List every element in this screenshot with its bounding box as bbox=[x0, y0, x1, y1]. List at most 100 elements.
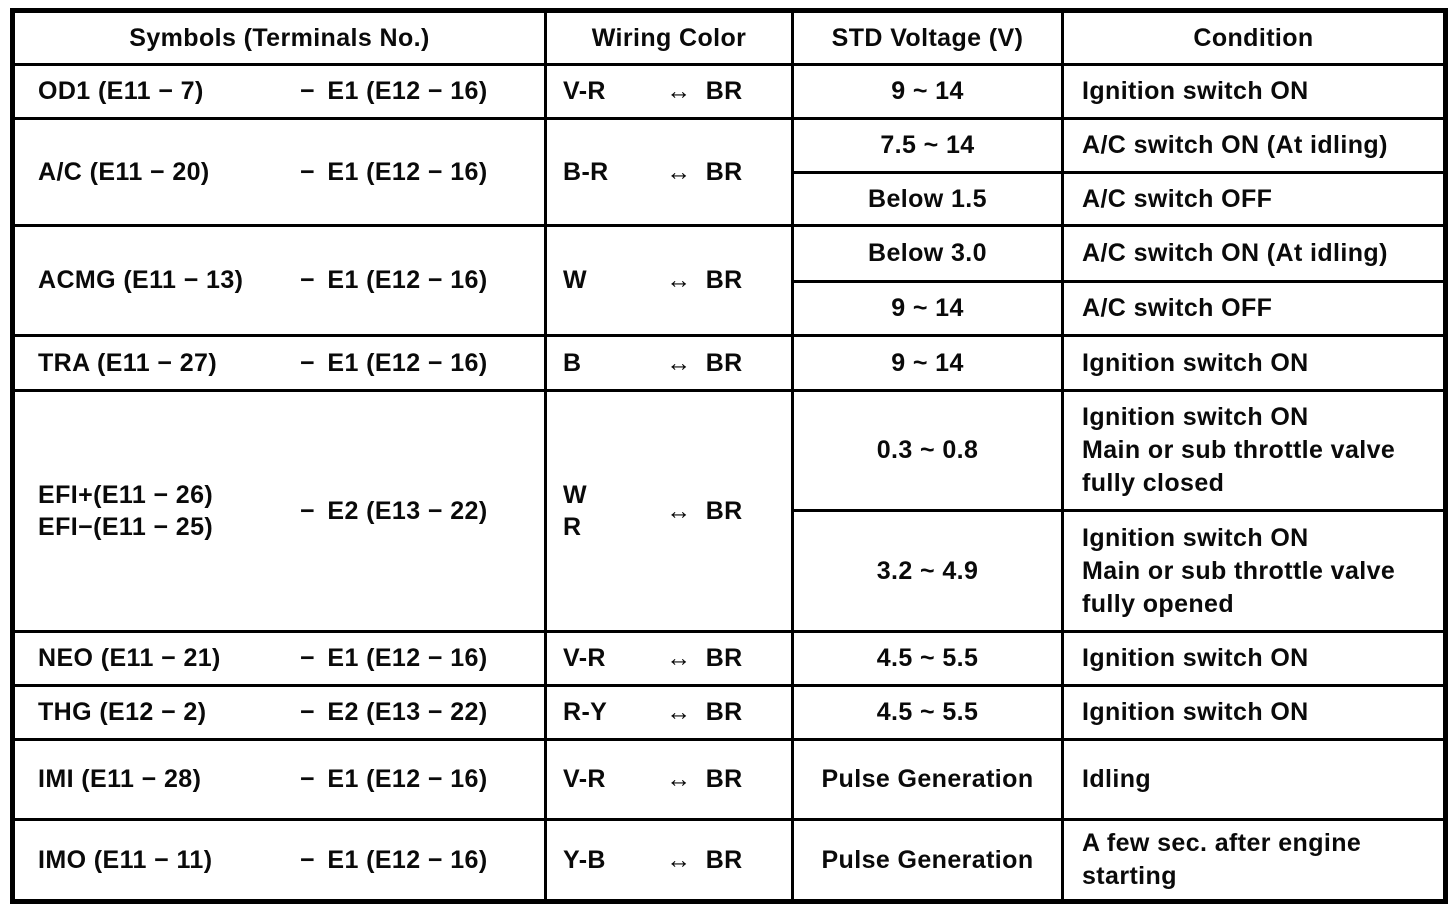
condition-cell: Ignition switch ON bbox=[1061, 63, 1447, 120]
terminal-right: E2 (E13 − 22) bbox=[327, 496, 488, 525]
voltage-cell: 9 ~ 14 bbox=[791, 280, 1064, 337]
voltage-cell: 4.5 ~ 5.5 bbox=[791, 684, 1064, 741]
terminal-pair: ACMG (E11 − 13) − E1 (E12 − 16) bbox=[16, 264, 543, 297]
terminal-right: E1 (E12 − 16) bbox=[327, 348, 488, 377]
wire-pair: W ↔ BR bbox=[549, 264, 790, 297]
bidirectional-arrow-icon: ↔ bbox=[666, 348, 692, 377]
wire-pair: V-R ↔ BR bbox=[549, 763, 790, 796]
voltage-cell: Pulse Generation bbox=[791, 818, 1064, 903]
header-wiring-color: Wiring Color bbox=[544, 9, 794, 66]
bidirectional-arrow-icon: ↔ bbox=[666, 496, 692, 525]
terminal-pair: THG (E12 − 2) − E2 (E13 − 22) bbox=[16, 696, 543, 729]
table-row: IMO (E11 − 11) − E1 (E12 − 16) Y-B ↔ BR … bbox=[11, 818, 1447, 903]
symbols-cell: A/C (E11 − 20) − E1 (E12 − 16) bbox=[11, 117, 547, 227]
bidirectional-arrow-icon: ↔ bbox=[666, 845, 692, 874]
symbols-cell: IMO (E11 − 11) − E1 (E12 − 16) bbox=[11, 818, 547, 903]
table-subrow: 9 ~ 14 A/C switch OFF bbox=[13, 280, 1447, 337]
header-std-voltage: STD Voltage (V) bbox=[791, 9, 1064, 66]
symbols-cell: TRA (E11 − 27) − E1 (E12 − 16) bbox=[11, 334, 547, 392]
wiring-color-cell: B-R ↔ BR bbox=[544, 117, 794, 227]
table-row: IMI (E11 − 28) − E1 (E12 − 16) V-R ↔ BR … bbox=[11, 738, 1447, 821]
terminal-right: E1 (E12 − 16) bbox=[327, 644, 488, 672]
condition-cell: Ignition switch ON bbox=[1061, 684, 1447, 741]
voltage-cell: 7.5 ~ 14 bbox=[791, 117, 1064, 174]
terminal-dash: − bbox=[299, 77, 315, 105]
condition-cell: Ignition switch ON bbox=[1061, 630, 1447, 687]
wire-right: BR bbox=[705, 845, 743, 874]
terminal-left: EFI+(E11 − 26) EFI−(E11 − 25) bbox=[38, 480, 214, 542]
wire-pair: V-R ↔ BR bbox=[549, 75, 790, 108]
table-row: THG (E12 − 2) − E2 (E13 − 22) R-Y ↔ BR 4… bbox=[11, 684, 1447, 741]
condition-cell: Ignition switch ON Main or sub throttle … bbox=[1061, 389, 1447, 512]
terminal-right: E1 (E12 − 16) bbox=[327, 77, 488, 105]
terminal-left: IMO (E11 − 11) bbox=[38, 845, 213, 874]
wiring-color-cell: V-R ↔ BR bbox=[544, 63, 794, 120]
header-row: Symbols (Terminals No.) Wiring Color STD… bbox=[11, 9, 1447, 66]
wiring-color-cell: Y-B ↔ BR bbox=[544, 818, 794, 903]
wire-left: B bbox=[563, 348, 582, 377]
bidirectional-arrow-icon: ↔ bbox=[666, 77, 692, 105]
terminal-pair: IMO (E11 − 11) − E1 (E12 − 16) bbox=[16, 844, 543, 877]
voltage-cell: 3.2 ~ 4.9 bbox=[791, 509, 1064, 633]
symbols-cell: EFI+(E11 − 26) EFI−(E11 − 25) − E2 (E13 … bbox=[11, 389, 547, 633]
bidirectional-arrow-icon: ↔ bbox=[666, 765, 692, 793]
terminal-pair: A/C (E11 − 20) − E1 (E12 − 16) bbox=[16, 156, 543, 189]
terminal-dash: − bbox=[299, 765, 315, 793]
header-condition: Condition bbox=[1061, 9, 1447, 66]
condition-cell: A/C switch OFF bbox=[1061, 171, 1447, 227]
wire-right: BR bbox=[705, 348, 743, 377]
wiring-color-cell: V-R ↔ BR bbox=[544, 630, 794, 687]
wire-pair: V-R ↔ BR bbox=[549, 642, 790, 675]
table-row: ACMG (E11 − 13) − E1 (E12 − 16) W ↔ BR B… bbox=[11, 224, 1447, 337]
terminal-right: E2 (E13 − 22) bbox=[327, 698, 488, 726]
terminal-dash: − bbox=[299, 496, 315, 525]
terminal-voltage-table: Symbols (Terminals No.) Wiring Color STD… bbox=[10, 8, 1448, 904]
table-row: TRA (E11 − 27) − E1 (E12 − 16) B ↔ BR 9 … bbox=[11, 334, 1447, 392]
terminal-dash: − bbox=[299, 348, 315, 377]
wire-left: V-R bbox=[563, 644, 606, 673]
symbols-cell: ACMG (E11 − 13) − E1 (E12 − 16) bbox=[11, 224, 547, 337]
wire-pair: W R ↔ BR bbox=[549, 479, 790, 544]
table-row: NEO (E11 − 21) − E1 (E12 − 16) V-R ↔ BR … bbox=[11, 630, 1447, 687]
terminal-right: E1 (E12 − 16) bbox=[327, 157, 488, 186]
wire-right: BR bbox=[705, 496, 743, 525]
wire-right: BR bbox=[705, 157, 743, 186]
wire-right: BR bbox=[705, 77, 743, 105]
voltage-cell: Below 3.0 bbox=[791, 224, 1064, 283]
table-row: OD1 (E11 − 7) − E1 (E12 − 16) V-R ↔ BR 9… bbox=[11, 63, 1447, 120]
bidirectional-arrow-icon: ↔ bbox=[666, 644, 692, 672]
wiring-color-cell: B ↔ BR bbox=[544, 334, 794, 392]
terminal-pair: NEO (E11 − 21) − E1 (E12 − 16) bbox=[16, 642, 543, 675]
wire-left: R-Y bbox=[563, 698, 608, 727]
bidirectional-arrow-icon: ↔ bbox=[666, 698, 692, 726]
table-row: EFI+(E11 − 26) EFI−(E11 − 25) − E2 (E13 … bbox=[11, 389, 1447, 633]
wiring-color-cell: W ↔ BR bbox=[544, 224, 794, 337]
terminal-pair: IMI (E11 − 28) − E1 (E12 − 16) bbox=[16, 763, 543, 796]
terminal-pair: EFI+(E11 − 26) EFI−(E11 − 25) − E2 (E13 … bbox=[16, 479, 543, 544]
condition-cell: A/C switch OFF bbox=[1061, 280, 1447, 337]
condition-cell: Idling bbox=[1061, 738, 1447, 821]
terminal-dash: − bbox=[299, 845, 315, 874]
wire-right: BR bbox=[705, 765, 743, 793]
terminal-left: TRA (E11 − 27) bbox=[38, 348, 218, 377]
symbols-cell: NEO (E11 − 21) − E1 (E12 − 16) bbox=[11, 630, 547, 687]
wire-left: W bbox=[563, 266, 587, 295]
voltage-cell: Pulse Generation bbox=[791, 738, 1064, 821]
wire-right: BR bbox=[705, 644, 743, 672]
terminal-pair: TRA (E11 − 27) − E1 (E12 − 16) bbox=[16, 347, 543, 380]
wire-pair: Y-B ↔ BR bbox=[549, 844, 790, 877]
wire-left: B-R bbox=[563, 157, 609, 186]
condition-cell: Ignition switch ON Main or sub throttle … bbox=[1061, 509, 1447, 633]
terminal-dash: − bbox=[299, 698, 315, 726]
header-symbols: Symbols (Terminals No.) bbox=[11, 9, 547, 66]
wire-left: V-R bbox=[563, 765, 606, 794]
condition-cell: Ignition switch ON bbox=[1061, 334, 1447, 392]
terminal-dash: − bbox=[299, 266, 315, 294]
terminal-right: E1 (E12 − 16) bbox=[327, 845, 488, 874]
terminal-left: ACMG (E11 − 13) bbox=[38, 266, 244, 295]
wire-left: V-R bbox=[563, 77, 606, 106]
voltage-cell: 4.5 ~ 5.5 bbox=[791, 630, 1064, 687]
condition-cell: A/C switch ON (At idling) bbox=[1061, 224, 1447, 283]
condition-cell: A/C switch ON (At idling) bbox=[1061, 117, 1447, 174]
bidirectional-arrow-icon: ↔ bbox=[666, 266, 692, 294]
